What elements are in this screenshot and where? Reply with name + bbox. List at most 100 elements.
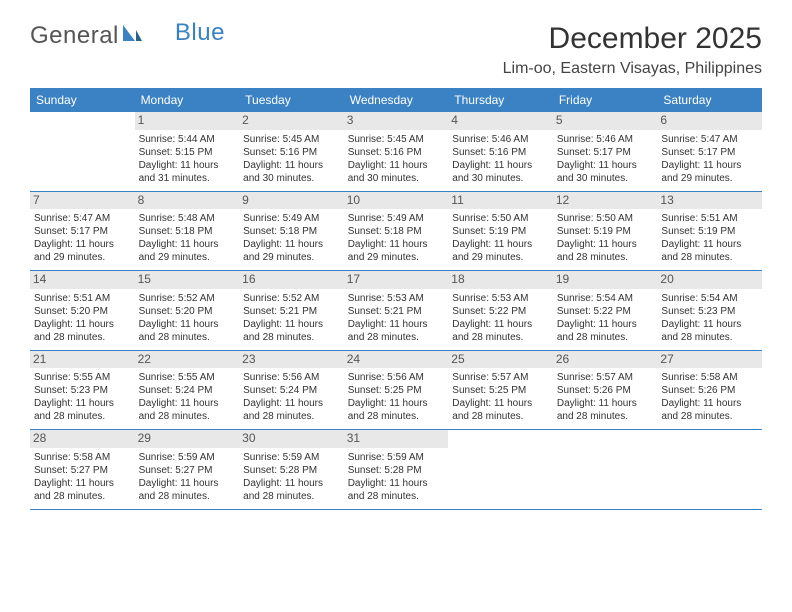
calendar-cell: 28Sunrise: 5:58 AMSunset: 5:27 PMDayligh…	[30, 430, 135, 509]
sunset-text: Sunset: 5:27 PM	[34, 464, 131, 477]
sunrise-text: Sunrise: 5:53 AM	[348, 292, 445, 305]
day-number: 15	[135, 271, 240, 289]
daylight-text: Daylight: 11 hours and 28 minutes.	[243, 397, 340, 423]
daylight-text: Daylight: 11 hours and 29 minutes.	[661, 159, 758, 185]
calendar-cell: 15 Sunrise: 5:52 AMSunset: 5:20 PMDayligh…	[135, 271, 240, 350]
calendar-cell: 25Sunrise: 5:57 AMSunset: 5:25 PMDayligh…	[448, 351, 553, 430]
day-number: 25	[448, 351, 553, 369]
daylight-text: Daylight: 11 hours and 28 minutes.	[661, 238, 758, 264]
sunrise-text: Sunrise: 5:49 AM	[348, 212, 445, 225]
sunrise-text: Sunrise: 5:47 AM	[34, 212, 131, 225]
daylight-text: Daylight: 11 hours and 29 minutes.	[34, 238, 131, 264]
daylight-text: Daylight: 11 hours and 28 minutes.	[243, 318, 340, 344]
day-number: 12	[553, 192, 658, 210]
calendar-cell: 7Sunrise: 5:47 AMSunset: 5:17 PMDaylight…	[30, 192, 135, 271]
day-number: 3	[344, 112, 449, 130]
day-number: 10	[344, 192, 449, 210]
daylight-text: Daylight: 11 hours and 28 minutes.	[139, 397, 236, 423]
sunrise-text: Sunrise: 5:52 AM	[139, 292, 236, 305]
calendar-cell: 31Sunrise: 5:59 AMSunset: 5:28 PMDayligh…	[344, 430, 449, 509]
daylight-text: Daylight: 11 hours and 28 minutes.	[557, 238, 654, 264]
day-header-wednesday: Wednesday	[344, 88, 449, 112]
daylight-text: Daylight: 11 hours and 28 minutes.	[661, 318, 758, 344]
day-number: 2	[239, 112, 344, 130]
calendar-cell: 23Sunrise: 5:56 AMSunset: 5:24 PMDayligh…	[239, 351, 344, 430]
title-block: December 2025 Lim-oo, Eastern Visayas, P…	[503, 22, 762, 78]
day-number: 28	[30, 430, 135, 448]
day-number: 16	[239, 271, 344, 289]
daylight-text: Daylight: 11 hours and 28 minutes.	[452, 397, 549, 423]
sunrise-text: Sunrise: 5:54 AM	[661, 292, 758, 305]
day-number: 26	[553, 351, 658, 369]
logo-text-general: General	[30, 22, 119, 50]
logo-sail-icon	[121, 22, 143, 50]
calendar-cell	[30, 112, 135, 191]
day-number: 13	[657, 192, 762, 210]
calendar-cell: 27Sunrise: 5:58 AMSunset: 5:26 PMDayligh…	[657, 351, 762, 430]
daylight-text: Daylight: 11 hours and 28 minutes.	[139, 477, 236, 503]
day-number: 27	[657, 351, 762, 369]
sunset-text: Sunset: 5:18 PM	[348, 225, 445, 238]
sunset-text: Sunset: 5:25 PM	[348, 384, 445, 397]
calendar-cell: 30Sunrise: 5:59 AMSunset: 5:28 PMDayligh…	[239, 430, 344, 509]
logo-text-blue: Blue	[175, 19, 225, 47]
calendar-cell	[448, 430, 553, 509]
sunrise-text: Sunrise: 5:59 AM	[139, 451, 236, 464]
sunrise-text: Sunrise: 5:48 AM	[139, 212, 236, 225]
day-number: 29	[135, 430, 240, 448]
day-number: 30	[239, 430, 344, 448]
sunrise-text: Sunrise: 5:58 AM	[661, 371, 758, 384]
calendar-cell: 29Sunrise: 5:59 AMSunset: 5:27 PMDayligh…	[135, 430, 240, 509]
month-title: December 2025	[503, 22, 762, 56]
sunset-text: Sunset: 5:23 PM	[34, 384, 131, 397]
day-header-saturday: Saturday	[657, 88, 762, 112]
day-number: 11	[448, 192, 553, 210]
day-number: 17	[344, 271, 449, 289]
calendar-cell: 17Sunrise: 5:53 AMSunset: 5:21 PMDayligh…	[344, 271, 449, 350]
day-number: 24	[344, 351, 449, 369]
sunset-text: Sunset: 5:28 PM	[348, 464, 445, 477]
sunset-text: Sunset: 5:19 PM	[661, 225, 758, 238]
sunrise-text: Sunrise: 5:57 AM	[557, 371, 654, 384]
day-number: 19	[553, 271, 658, 289]
day-number: 22	[135, 351, 240, 369]
sunrise-text: Sunrise: 5:51 AM	[661, 212, 758, 225]
daylight-text: Daylight: 11 hours and 28 minutes.	[139, 318, 236, 344]
sunrise-text: Sunrise: 5:56 AM	[348, 371, 445, 384]
calendar-week: 21Sunrise: 5:55 AMSunset: 5:23 PMDayligh…	[30, 351, 762, 431]
sunset-text: Sunset: 5:23 PM	[661, 305, 758, 318]
calendar-cell: 5Sunrise: 5:46 AMSunset: 5:17 PMDaylight…	[553, 112, 658, 191]
sunrise-text: Sunrise: 5:55 AM	[139, 371, 236, 384]
sunrise-text: Sunrise: 5:46 AM	[557, 133, 654, 146]
calendar-header-row: Sunday Monday Tuesday Wednesday Thursday…	[30, 88, 762, 112]
calendar-cell: 21Sunrise: 5:55 AMSunset: 5:23 PMDayligh…	[30, 351, 135, 430]
calendar-cell: 11Sunrise: 5:50 AMSunset: 5:19 PMDayligh…	[448, 192, 553, 271]
calendar-page: General Blue December 2025 Lim-oo, Easte…	[0, 0, 792, 530]
sunset-text: Sunset: 5:28 PM	[243, 464, 340, 477]
day-header-thursday: Thursday	[448, 88, 553, 112]
calendar-week: 7Sunrise: 5:47 AMSunset: 5:17 PMDaylight…	[30, 192, 762, 272]
sunrise-text: Sunrise: 5:44 AM	[139, 133, 236, 146]
day-header-friday: Friday	[553, 88, 658, 112]
daylight-text: Daylight: 11 hours and 28 minutes.	[243, 477, 340, 503]
calendar-cell: 24 Sunrise: 5:56 AMSunset: 5:25 PMDayligh…	[344, 351, 449, 430]
sunset-text: Sunset: 5:25 PM	[452, 384, 549, 397]
calendar-cell: 13 Sunrise: 5:51 AMSunset: 5:19 PMDayligh…	[657, 192, 762, 271]
calendar-cell: 22Sunrise: 5:55 AMSunset: 5:24 PMDayligh…	[135, 351, 240, 430]
daylight-text: Daylight: 11 hours and 29 minutes.	[139, 238, 236, 264]
sunrise-text: Sunrise: 5:53 AM	[452, 292, 549, 305]
calendar-cell: 14Sunrise: 5:51 AMSunset: 5:20 PMDayligh…	[30, 271, 135, 350]
daylight-text: Daylight: 11 hours and 28 minutes.	[348, 397, 445, 423]
sunrise-text: Sunrise: 5:56 AM	[243, 371, 340, 384]
day-header-sunday: Sunday	[30, 88, 135, 112]
sunset-text: Sunset: 5:22 PM	[557, 305, 654, 318]
calendar-cell: 3Sunrise: 5:45 AMSunset: 5:16 PMDaylight…	[344, 112, 449, 191]
daylight-text: Daylight: 11 hours and 29 minutes.	[348, 238, 445, 264]
calendar-cell: 4Sunrise: 5:46 AMSunset: 5:16 PMDaylight…	[448, 112, 553, 191]
calendar-cell	[657, 430, 762, 509]
sunrise-text: Sunrise: 5:55 AM	[34, 371, 131, 384]
day-number: 21	[30, 351, 135, 369]
daylight-text: Daylight: 11 hours and 30 minutes.	[243, 159, 340, 185]
sunset-text: Sunset: 5:17 PM	[661, 146, 758, 159]
sunset-text: Sunset: 5:20 PM	[139, 305, 236, 318]
